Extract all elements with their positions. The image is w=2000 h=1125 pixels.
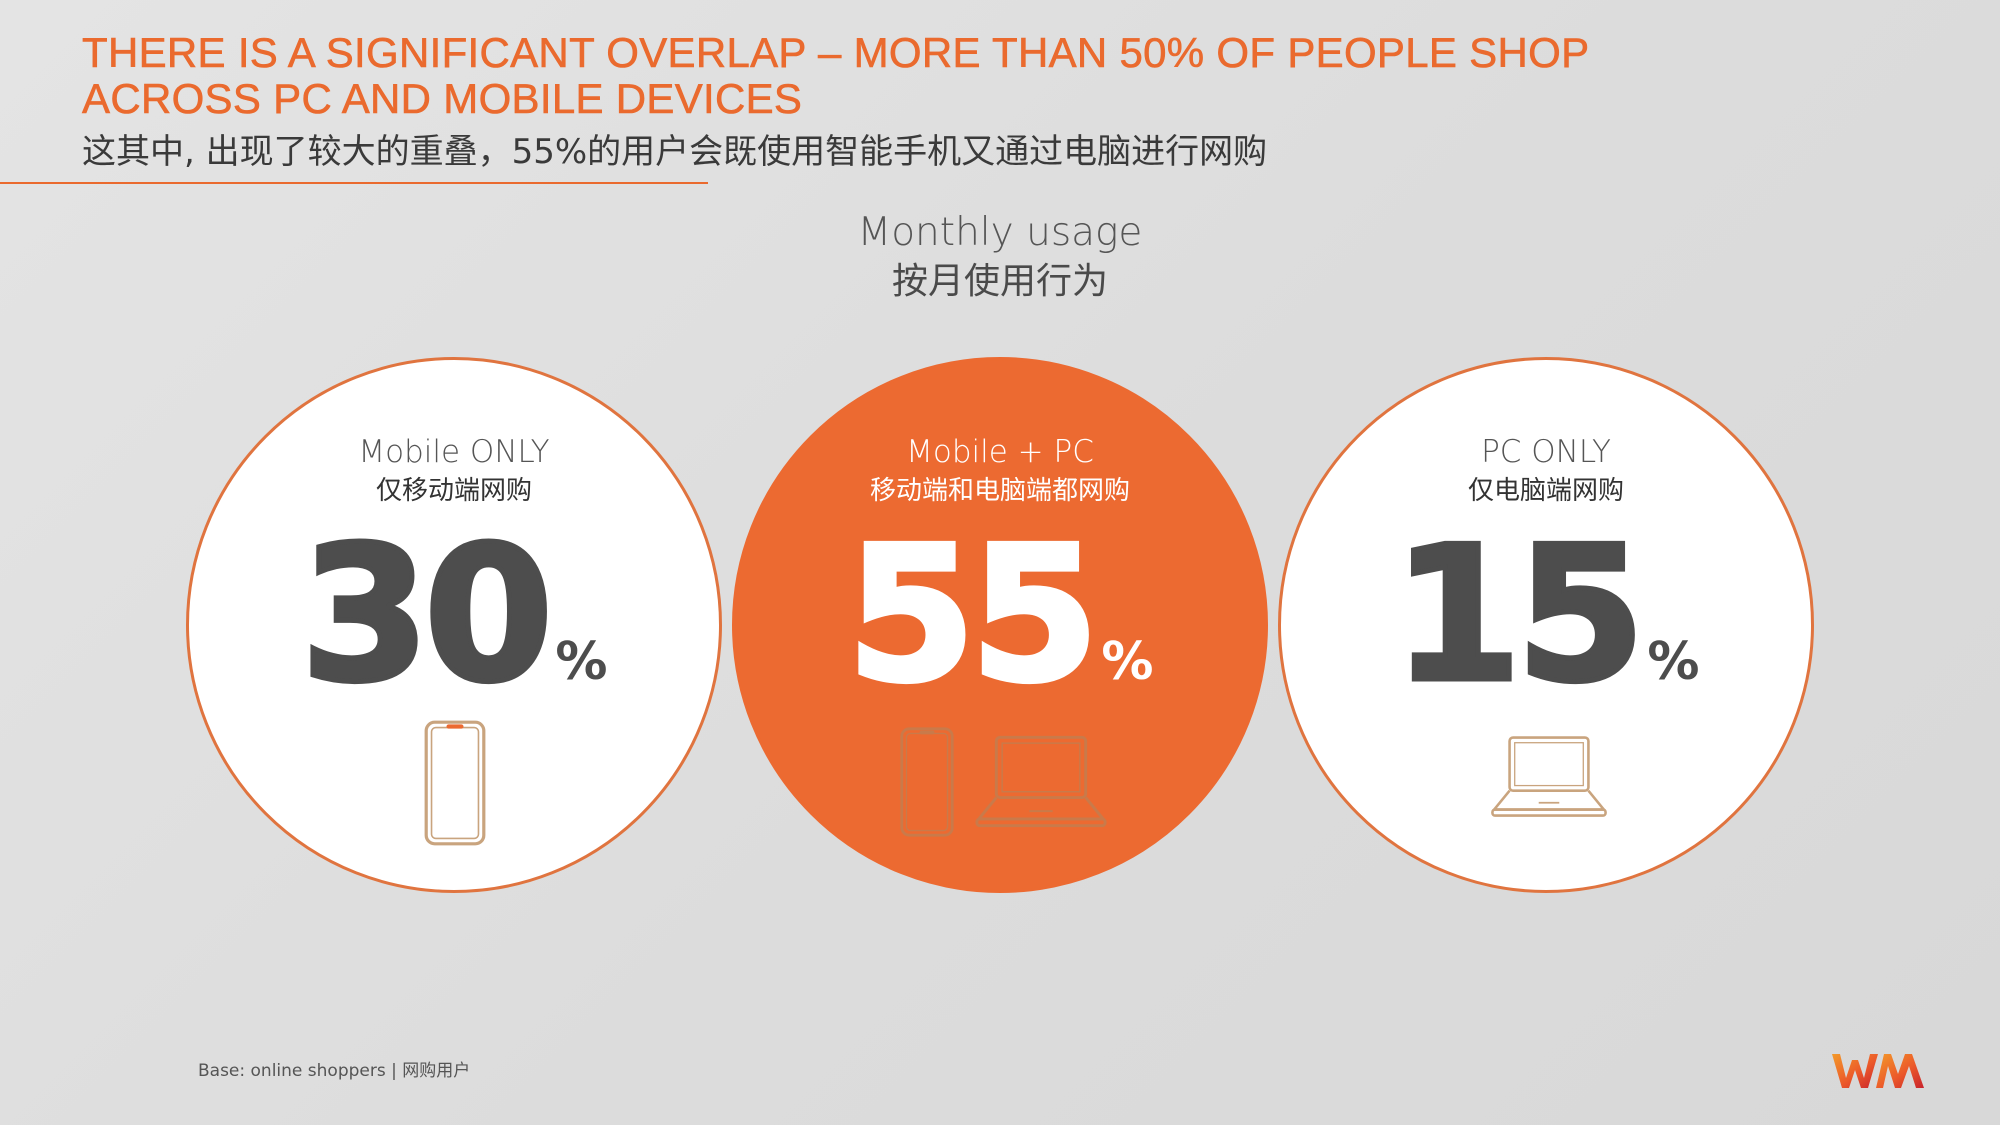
title-underline	[0, 182, 708, 184]
percentage-value: 30	[298, 506, 556, 723]
slide-subtitle-chinese: 这其中, 出现了较大的重叠，55%的用户会既使用智能手机又通过电脑进行网购	[82, 132, 1268, 172]
logo-w-shape	[1832, 1054, 1878, 1088]
percentage-value: 55	[844, 506, 1102, 723]
circle-label-chinese: 仅电脑端网购	[1467, 476, 1624, 506]
logo-m-shape	[1876, 1054, 1924, 1088]
base-note: Base: online shoppers | 网购用户	[198, 1061, 471, 1081]
usage-circle: Mobile ONLY 仅移动端网购 30%	[186, 357, 722, 893]
chart-title: Monthly usage	[857, 210, 1143, 255]
laptop-icon	[1491, 736, 1607, 817]
circle-label: Mobile + PC	[906, 434, 1094, 470]
slide-title: THERE IS A SIGNIFICANT OVERLAP – MORE TH…	[82, 29, 1589, 122]
value-group: 30%	[189, 519, 719, 710]
circle-label: Mobile ONLY	[358, 434, 550, 470]
wm-logo	[1832, 1054, 1924, 1088]
percent-sign: %	[1101, 632, 1154, 692]
percent-sign: %	[1647, 632, 1700, 692]
circle-label: PC ONLY	[1481, 434, 1611, 470]
phone-icon	[424, 720, 486, 846]
percentage-value: 15	[1390, 506, 1648, 723]
circle-label-chinese: 仅移动端网购	[375, 476, 532, 506]
value-group: 55%	[735, 519, 1265, 710]
chart-title-chinese: 按月使用行为	[891, 261, 1108, 302]
usage-circle: PC ONLY 仅电脑端网购 15%	[1278, 357, 1814, 893]
value-group: 15%	[1281, 519, 1811, 710]
phone-icon	[900, 727, 954, 837]
usage-circle: Mobile + PC 移动端和电脑端都网购 55%	[732, 357, 1268, 893]
percent-sign: %	[555, 632, 608, 692]
chart-header: Monthly usage 按月使用行为	[700, 208, 1300, 306]
circle-label-chinese: 移动端和电脑端都网购	[869, 476, 1130, 506]
laptop-icon	[975, 735, 1107, 828]
